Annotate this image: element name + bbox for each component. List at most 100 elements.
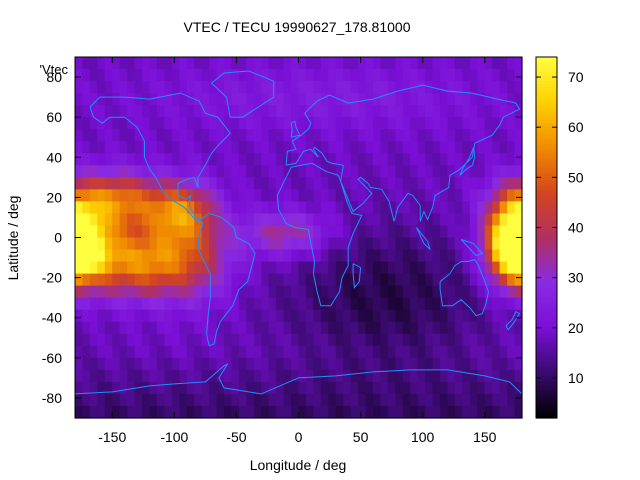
heatmap-cell: [387, 93, 396, 106]
heatmap-cell: [343, 321, 352, 335]
heatmap-cell: [156, 129, 165, 142]
y-tick-label: 20: [46, 189, 62, 205]
heatmap-cell: [395, 309, 404, 323]
heatmap-cell: [298, 177, 307, 190]
heatmap-cell: [276, 153, 285, 166]
heatmap-cell: [320, 57, 329, 70]
heatmap-cell: [127, 105, 136, 118]
heatmap-cell: [224, 345, 233, 359]
heatmap-cell: [365, 273, 374, 287]
heatmap-cell: [142, 93, 151, 106]
heatmap-cell: [358, 393, 367, 407]
heatmap-cell: [231, 213, 240, 227]
heatmap-cell: [447, 345, 456, 359]
heatmap-cell: [149, 261, 158, 275]
heatmap-cell: [447, 405, 456, 419]
heatmap-cell: [507, 345, 516, 359]
heatmap-cell: [499, 405, 508, 419]
heatmap-cell: [75, 333, 84, 347]
heatmap-cell: [201, 249, 210, 263]
heatmap-cell: [507, 129, 516, 142]
heatmap-cell: [305, 153, 314, 166]
heatmap-cell: [283, 57, 292, 70]
heatmap-cell: [82, 213, 91, 227]
heatmap-cell: [320, 201, 329, 215]
heatmap-cell: [224, 249, 233, 263]
heatmap-cell: [358, 237, 367, 251]
colorbar-segment: [536, 393, 557, 398]
heatmap-cell: [298, 165, 307, 178]
heatmap-cell: [89, 273, 98, 287]
heatmap-cell: [417, 309, 426, 323]
heatmap-cell: [238, 393, 247, 407]
heatmap-cell: [171, 177, 180, 190]
heatmap-cell: [104, 153, 113, 166]
heatmap-cell: [134, 141, 143, 154]
heatmap-cell: [194, 117, 203, 130]
heatmap-cell: [201, 273, 210, 287]
heatmap-cell: [194, 273, 203, 287]
heatmap-cell: [484, 357, 493, 371]
colorbar-segment: [536, 318, 557, 323]
heatmap-cell: [268, 117, 277, 130]
heatmap-cell: [75, 345, 84, 359]
heatmap-cell: [365, 141, 374, 154]
heatmap-cell: [261, 177, 270, 190]
heatmap-cell: [425, 393, 434, 407]
heatmap-cell: [425, 117, 434, 130]
heatmap-cell: [82, 321, 91, 335]
heatmap-cell: [462, 309, 471, 323]
heatmap-cell: [283, 393, 292, 407]
heatmap-cell: [432, 93, 441, 106]
heatmap-cell: [298, 309, 307, 323]
heatmap-cell: [201, 105, 210, 118]
heatmap-cell: [186, 225, 195, 239]
heatmap-cell: [492, 177, 501, 190]
heatmap-cell: [425, 321, 434, 335]
heatmap-cell: [149, 189, 158, 202]
heatmap-cell: [164, 393, 173, 407]
heatmap-cell: [335, 369, 344, 383]
heatmap-cell: [112, 165, 121, 178]
heatmap-cell: [514, 165, 523, 178]
heatmap-cell: [89, 357, 98, 371]
heatmap-cell: [380, 345, 389, 359]
heatmap-cell: [82, 273, 91, 287]
heatmap-cell: [469, 309, 478, 323]
heatmap-cell: [268, 69, 277, 82]
heatmap-cell: [82, 153, 91, 166]
heatmap-cell: [514, 117, 523, 130]
heatmap-cell: [440, 153, 449, 166]
heatmap-cell: [201, 189, 210, 202]
heatmap-cell: [440, 345, 449, 359]
heatmap-cell: [261, 189, 270, 202]
heatmap-cell: [454, 93, 463, 106]
colorbar-segment: [536, 330, 557, 335]
heatmap-cell: [224, 117, 233, 130]
heatmap-cell: [119, 321, 128, 335]
heatmap-cell: [402, 237, 411, 251]
heatmap-cell: [171, 237, 180, 251]
heatmap-cell: [328, 105, 337, 118]
heatmap-cell: [276, 393, 285, 407]
heatmap-cell: [507, 69, 516, 82]
heatmap-cell: [499, 285, 508, 299]
colorbar-segment: [536, 249, 557, 254]
heatmap-cell: [395, 141, 404, 154]
heatmap-cell: [298, 81, 307, 94]
heatmap-cell: [320, 321, 329, 335]
heatmap-cell: [313, 381, 322, 395]
heatmap-cell: [156, 237, 165, 251]
heatmap-cell: [119, 201, 128, 215]
heatmap-cell: [171, 249, 180, 263]
heatmap-cell: [283, 129, 292, 142]
heatmap-cell: [179, 225, 188, 239]
heatmap-cell: [313, 405, 322, 419]
heatmap-cell: [268, 93, 277, 106]
heatmap-cell: [328, 333, 337, 347]
x-tick-label: 150: [473, 429, 497, 445]
heatmap-cell: [477, 117, 486, 130]
heatmap-cell: [231, 357, 240, 371]
heatmap-cell: [440, 261, 449, 275]
heatmap-cell: [224, 177, 233, 190]
